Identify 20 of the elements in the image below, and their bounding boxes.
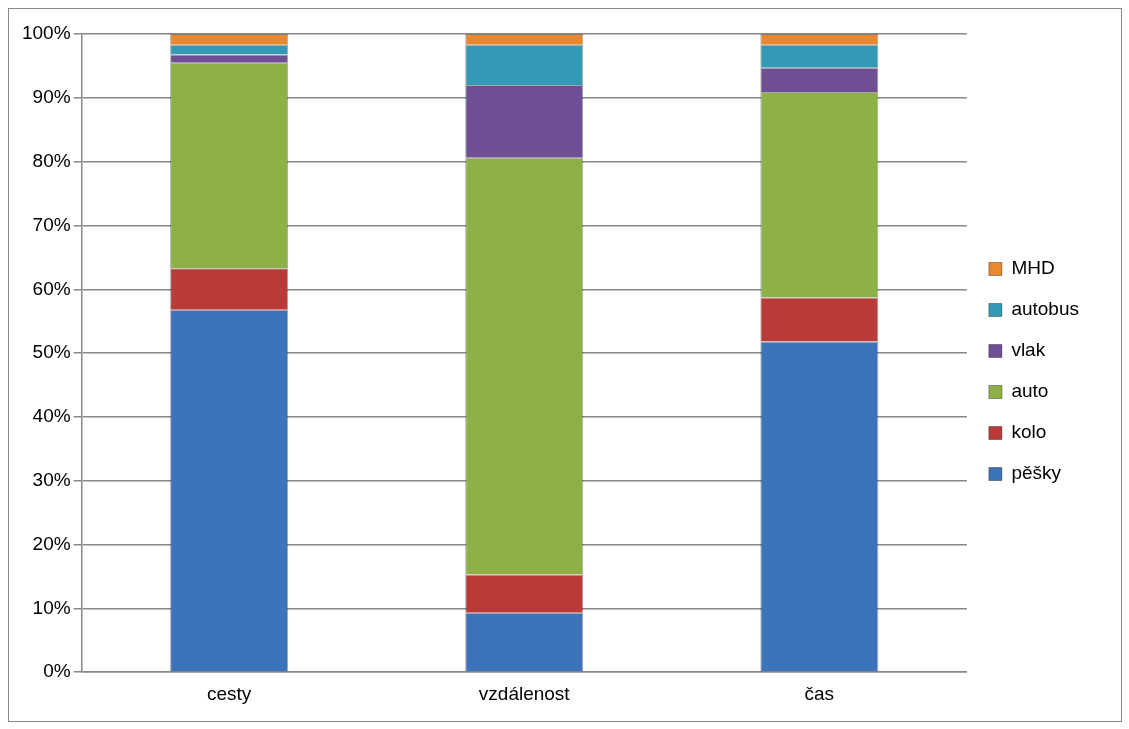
x-tick-label: čas [804, 682, 835, 704]
y-tick-label: 30% [32, 468, 71, 490]
legend-label: auto [1011, 380, 1049, 402]
y-tick-label: 80% [32, 149, 71, 171]
y-tick-label: 60% [32, 277, 71, 299]
x-tick-label: vzdálenost [478, 682, 571, 704]
y-tick-label: 90% [32, 86, 71, 108]
legend-label: vlak [1011, 339, 1046, 361]
legend-label: autobus [1011, 298, 1080, 320]
y-tick-label: 40% [32, 405, 71, 427]
legend-label: kolo [1011, 421, 1047, 443]
y-tick-label: 100% [21, 22, 71, 44]
y-tick-label: 50% [32, 341, 71, 363]
x-tick-label: cesty [206, 682, 252, 704]
legend-label: MHD [1011, 257, 1055, 279]
y-tick-label: 20% [32, 532, 71, 554]
legend-label: pěšky [1011, 462, 1062, 484]
y-tick-label: 0% [43, 660, 71, 682]
y-tick-label: 10% [32, 596, 71, 618]
y-tick-label: 70% [32, 213, 71, 235]
